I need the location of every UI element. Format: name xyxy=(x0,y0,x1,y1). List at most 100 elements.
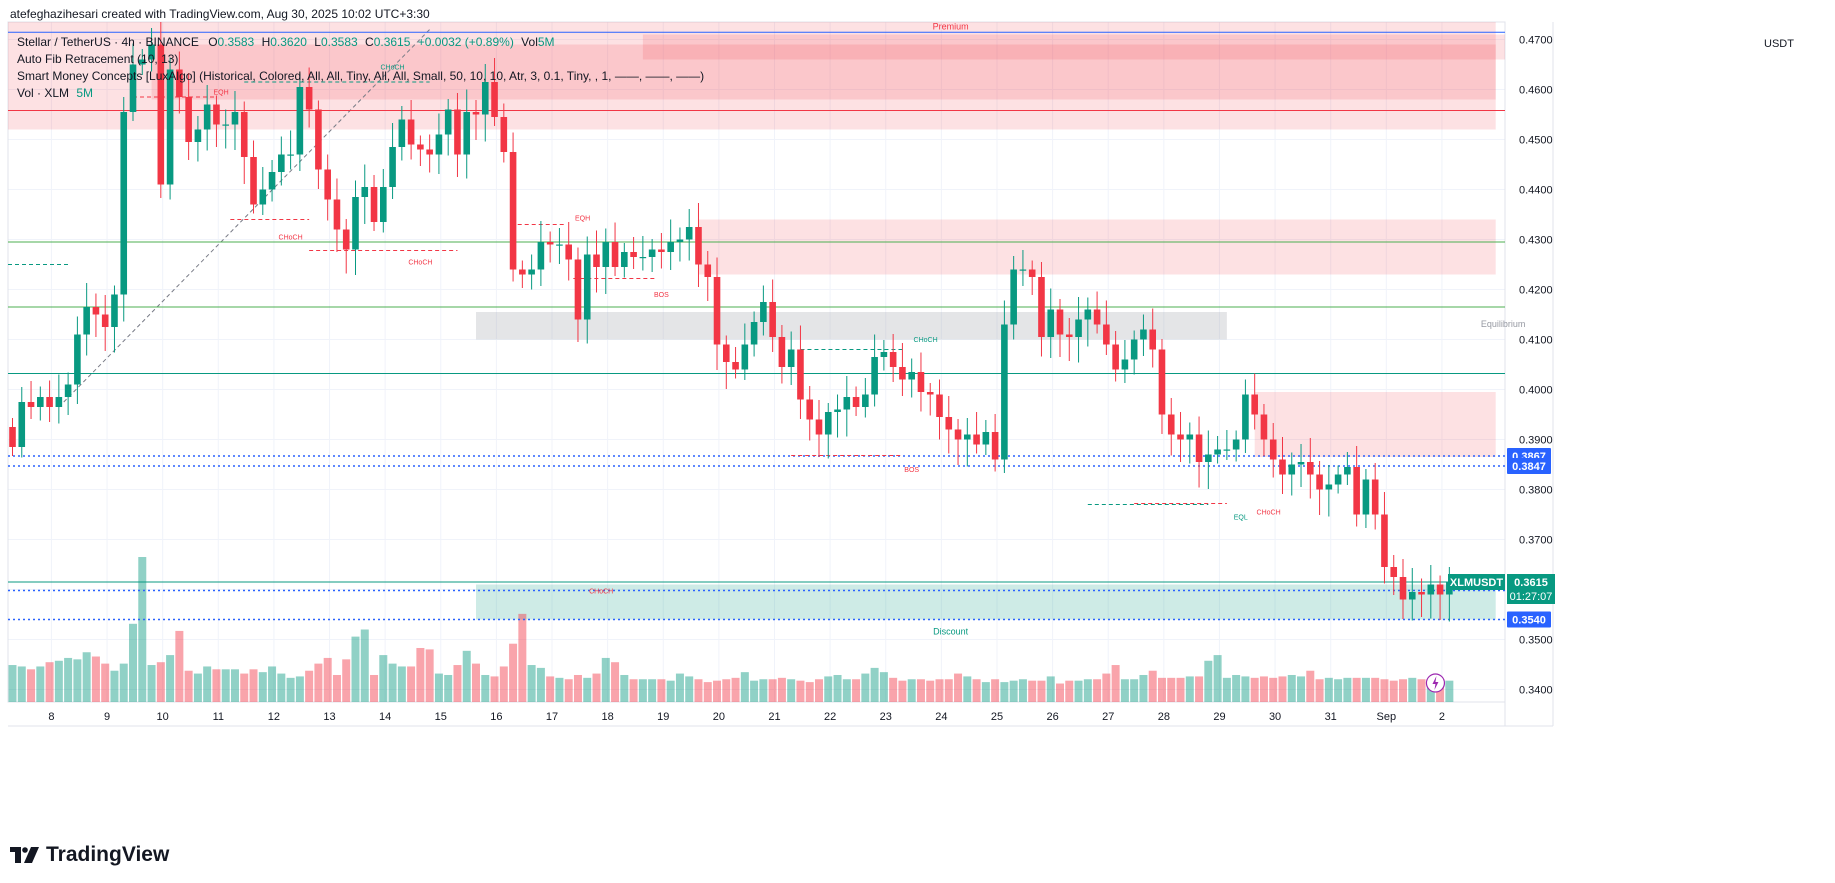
volume-bar xyxy=(777,677,786,702)
time-tick-label: 24 xyxy=(935,711,947,723)
volume-bar xyxy=(666,680,675,702)
time-tick-label: 10 xyxy=(157,711,169,723)
candle-body xyxy=(361,187,369,197)
volume-bar xyxy=(1287,674,1296,702)
indicator-volume-row[interactable]: Vol · XLM 5M xyxy=(17,85,704,102)
candle-body xyxy=(1103,324,1110,345)
candle-body xyxy=(37,397,44,407)
candle-body xyxy=(278,154,285,172)
indicator-smc-label: Smart Money Concepts [LuxAlgo] (Historic… xyxy=(17,69,705,83)
candle-body xyxy=(602,242,610,267)
volume-bar xyxy=(1259,676,1268,702)
volume-bar xyxy=(759,679,768,702)
candle-body xyxy=(444,109,452,135)
candle-body xyxy=(509,152,517,270)
time-tick-label: 28 xyxy=(1158,711,1170,723)
candle-body xyxy=(55,397,63,407)
high-value: 0.3620 xyxy=(270,35,307,49)
symbol-badge-text: XLMUSDT xyxy=(1450,577,1503,589)
candle-body xyxy=(305,87,313,110)
open-label: O xyxy=(208,35,218,49)
volume-bars xyxy=(8,557,1454,702)
candle-body xyxy=(1205,454,1212,462)
tradingview-logo[interactable]: TradingView xyxy=(10,843,169,867)
candle-body xyxy=(380,187,387,222)
candle-body xyxy=(1260,414,1268,440)
candle-body xyxy=(880,352,888,357)
volume-bar xyxy=(1399,679,1407,702)
price-tick-label: 0.3700 xyxy=(1519,535,1553,547)
volume-bar xyxy=(499,666,508,702)
open-value: 0.3583 xyxy=(217,35,255,49)
candle-body xyxy=(778,337,786,367)
time-tick-label: 26 xyxy=(1046,711,1058,723)
volume-bar xyxy=(1148,670,1157,702)
smc-zones xyxy=(8,22,1505,620)
alert-lightning-icon[interactable] xyxy=(1425,673,1446,693)
annotation-label: CHoCH xyxy=(914,337,938,344)
horizontal-lines xyxy=(8,31,1505,621)
candle-body xyxy=(1214,449,1221,455)
annotation-label: CHoCH xyxy=(279,235,303,242)
volume-bar xyxy=(907,679,916,702)
time-tick-label: 21 xyxy=(768,711,780,723)
volume-bar xyxy=(833,674,842,702)
currency-label[interactable]: USDT xyxy=(1764,38,1794,50)
volume-bar xyxy=(17,666,26,702)
indicator-fib-row[interactable]: Auto Fib Retracement (10, 13) xyxy=(17,51,704,68)
volume-bar xyxy=(1380,679,1389,702)
level-price-badge xyxy=(1507,458,1551,474)
volume-bar xyxy=(277,673,286,702)
volume-bar xyxy=(713,680,722,702)
volume-bar xyxy=(1093,679,1102,702)
candle-body xyxy=(1418,592,1425,595)
volume-bar xyxy=(1065,680,1074,702)
zone-ob_bear xyxy=(642,34,1505,60)
candle-body xyxy=(111,294,118,327)
volume-bar xyxy=(1046,676,1055,702)
volume-bar xyxy=(1445,680,1454,702)
candle-body xyxy=(630,252,637,257)
volume-bar xyxy=(54,660,63,702)
volume-bar xyxy=(388,663,397,702)
time-tick-label: 8 xyxy=(48,711,54,723)
candle-body xyxy=(1242,394,1249,440)
candle-body xyxy=(268,172,276,190)
candle-body xyxy=(713,277,721,345)
volume-bar xyxy=(175,630,184,702)
volume-bar xyxy=(824,676,833,702)
volume-bar xyxy=(1232,674,1241,702)
candle-body xyxy=(519,269,526,275)
time-tick-label: 14 xyxy=(379,711,391,723)
candle-body xyxy=(1381,514,1388,567)
candle-body xyxy=(315,109,322,170)
symbol-legend-row[interactable]: Stellar / TetherUS · 4h · BINANCE O0.358… xyxy=(17,34,704,51)
level-price-text: 0.3540 xyxy=(1512,615,1546,627)
indicator-smc-row[interactable]: Smart Money Concepts [LuxAlgo] (Historic… xyxy=(17,68,704,85)
volume-bar xyxy=(1204,660,1213,702)
candle-body xyxy=(1269,439,1277,460)
volume-bar xyxy=(240,673,249,702)
price-tick-label: 0.4200 xyxy=(1519,285,1553,297)
candle-body xyxy=(964,434,971,440)
volume-bar xyxy=(954,673,963,702)
candle-body xyxy=(1334,474,1342,485)
volume-bar xyxy=(1213,655,1222,702)
structure-lines xyxy=(8,81,1227,505)
indicator-volume-value: 5M xyxy=(76,86,94,100)
volume-bar xyxy=(657,679,666,702)
candle-body xyxy=(1427,584,1435,595)
price-chart[interactable]: Premium Equilibrium Discount CHoCH EQH CHoCH C… xyxy=(0,0,1835,840)
volume-bar xyxy=(472,663,480,702)
volume-bar xyxy=(1278,676,1287,702)
zone-ob_bear xyxy=(151,44,1496,100)
time-tick-label: 22 xyxy=(824,711,836,723)
candle-body xyxy=(1195,434,1203,462)
candle-body xyxy=(1371,479,1379,515)
volume-bar xyxy=(73,659,82,702)
price-tick-label: 0.4000 xyxy=(1519,385,1553,397)
candle-body xyxy=(1065,334,1073,337)
level-price-text: 0.3847 xyxy=(1512,461,1546,473)
candle-body xyxy=(27,402,35,407)
volume-bar xyxy=(546,676,555,702)
